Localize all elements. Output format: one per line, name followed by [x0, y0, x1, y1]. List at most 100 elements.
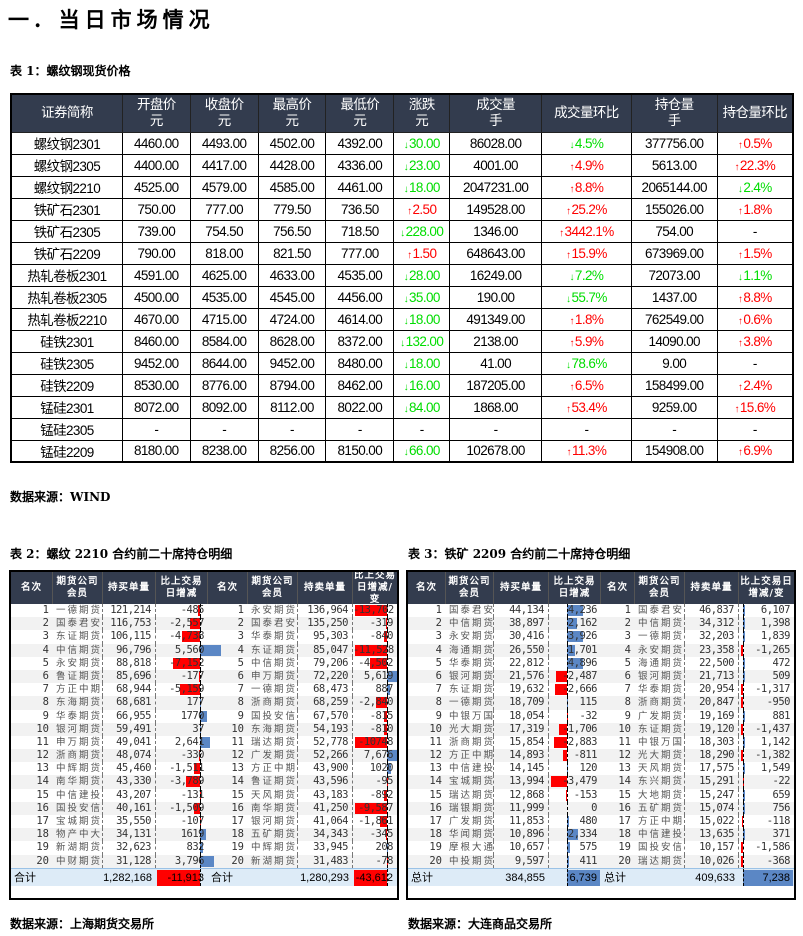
- cell-vol-ratio: -: [541, 417, 632, 441]
- buy-name-cell: 宝城期货: [53, 815, 103, 829]
- cell-open: 739.00: [121, 219, 191, 243]
- cell-close: 4625.00: [189, 263, 259, 287]
- cell-value: 4001.00: [473, 157, 518, 173]
- buy-name-cell: 华泰期货: [53, 709, 103, 723]
- change-bar: [200, 855, 215, 867]
- cell-value: 1.50: [412, 245, 437, 261]
- axis-line: [200, 604, 201, 618]
- table1-caption: 表 1：螺纹钢现货价格: [10, 64, 131, 78]
- sell-chg-cell: 7,676: [353, 749, 397, 763]
- cell-value: 4545.00: [269, 289, 315, 305]
- cell-oi: 14090.00: [630, 329, 718, 353]
- cell-value: 41.00: [480, 355, 511, 371]
- table-row: 15 瑞达期货 12,868 -153 15 大地期货 15,247 659: [408, 788, 794, 802]
- cell-open: 4400.00: [121, 153, 191, 177]
- change-bar: [743, 618, 745, 630]
- sell-name-cell: 一德期货: [635, 630, 685, 644]
- cell-high: 8628.00: [257, 329, 327, 353]
- sell-name-cell: 中辉期货: [248, 841, 298, 855]
- change-bar: [190, 618, 200, 630]
- axis-line: [567, 643, 568, 657]
- sell-rank-cell: 6: [237, 669, 244, 682]
- change-bar: [741, 842, 743, 854]
- cell-value: 4.9%: [574, 157, 604, 173]
- change-bar: [741, 723, 743, 735]
- buy-rank-cell: 20: [429, 854, 442, 867]
- cell-close: 8644.00: [189, 351, 259, 375]
- column-header: 名次: [11, 572, 53, 604]
- total-volume: 409,633: [695, 871, 735, 884]
- change-bar: [200, 736, 211, 748]
- cell-oi-ratio: ↑1.5%: [716, 241, 794, 265]
- change-bar: [194, 802, 200, 814]
- buy-name-cell: 摩根大通: [446, 841, 494, 855]
- arrow-up-icon: ↑: [569, 381, 575, 393]
- buy-name-cell: 中辉期货: [53, 762, 103, 776]
- sell-chg-cell: -1,861: [353, 815, 397, 829]
- change-bar: [743, 789, 745, 801]
- cell-value: 硅铁2305: [40, 357, 94, 372]
- cell-value: -: [357, 421, 362, 437]
- cell-value: 35.00: [409, 289, 440, 305]
- buy-rank-cell: 1: [435, 604, 442, 616]
- buy-chg-cell: -3,789: [156, 775, 208, 789]
- buy-rank-cell: 10: [429, 722, 442, 735]
- table-row: 17 宝城期货 35,550 -107 17 银河期货 41,064 -1,861: [11, 815, 397, 829]
- cell-value: 2.4%: [743, 179, 772, 195]
- change-bar: [387, 684, 391, 696]
- buy-chg-cell: 2,641: [156, 735, 211, 750]
- change-bar: [200, 710, 207, 722]
- buy-rank-cell: 10: [36, 722, 49, 735]
- cell-value: 8462.00: [337, 377, 383, 393]
- cell-value: 8.8%: [743, 289, 772, 305]
- cell-value: 55.7%: [571, 289, 607, 305]
- sell-chg-cell: -1,317: [739, 683, 794, 697]
- sell-chg-cell: -2,840: [353, 696, 397, 710]
- change-value: 6,107: [760, 604, 791, 616]
- change-value: 2,334: [567, 828, 598, 841]
- column-header: 收盘价元: [189, 93, 259, 133]
- change-bar: [194, 763, 200, 775]
- cell-value: 热轧卷板2210: [27, 313, 107, 328]
- axis-line: [567, 656, 568, 670]
- sell-vol-cell: 15,022: [685, 815, 739, 829]
- buy-rank-cell: 12: [429, 749, 442, 762]
- buy-vol-cell: 40,161: [103, 801, 156, 815]
- buy-rank-cell: 15: [429, 788, 442, 801]
- buy-vol-cell: 88,818: [103, 656, 156, 670]
- sell-vol-cell: 19,120: [685, 722, 739, 736]
- table-row: 19 摩根大通 10,657 575 19 国投安信 10,157 -1,586: [408, 841, 794, 855]
- change-bar: [387, 670, 397, 682]
- axis-line: [387, 815, 388, 829]
- sell-chg-cell: -950: [739, 696, 794, 710]
- cell-oi-ratio: ↑8.8%: [716, 285, 794, 309]
- arrow-up-icon: ↑: [734, 161, 739, 173]
- axis-line: [743, 643, 744, 657]
- cell-low: 8462.00: [325, 373, 395, 397]
- sell-name-cell: 东证期货: [635, 722, 685, 736]
- cell-low: 4614.00: [325, 307, 395, 331]
- change-bar: [387, 763, 391, 775]
- total-change-bar: [354, 869, 387, 886]
- column-header: 比上交易日增减/变: [353, 570, 396, 605]
- sell-vol-cell: 85,047: [298, 643, 353, 657]
- table-row: 锰硅2301 8072.00 8092.00 8112.00 8022.00 ↓84.00…: [10, 395, 794, 419]
- column-header: 成交量手: [449, 93, 543, 133]
- axis-line: [200, 709, 201, 723]
- cell-low: 4461.00: [325, 175, 395, 199]
- buy-chg-cell: -1,706: [549, 722, 601, 736]
- column-header: 持买单量: [494, 572, 549, 604]
- change-bar: [200, 644, 222, 656]
- cell-chg: -: [393, 417, 451, 441]
- change-value: -345: [369, 828, 394, 841]
- cell-value: 螺纹钢2301: [33, 137, 101, 152]
- buy-vol-cell: 34,131: [103, 828, 156, 842]
- sell-rank-cell: 1: [237, 604, 244, 616]
- sell-chg-cell: -9,587: [353, 801, 397, 815]
- buy-chg-cell: -153: [549, 788, 601, 802]
- cell-oi: 72073.00: [630, 263, 718, 287]
- sell-chg-cell: 881: [739, 709, 794, 723]
- buy-vol-cell: 38,897: [494, 617, 549, 631]
- total-row: 总计 384,855 6,739 总计 409,633 7,238: [408, 867, 794, 886]
- sell-vol-cell: 32,203: [685, 630, 739, 644]
